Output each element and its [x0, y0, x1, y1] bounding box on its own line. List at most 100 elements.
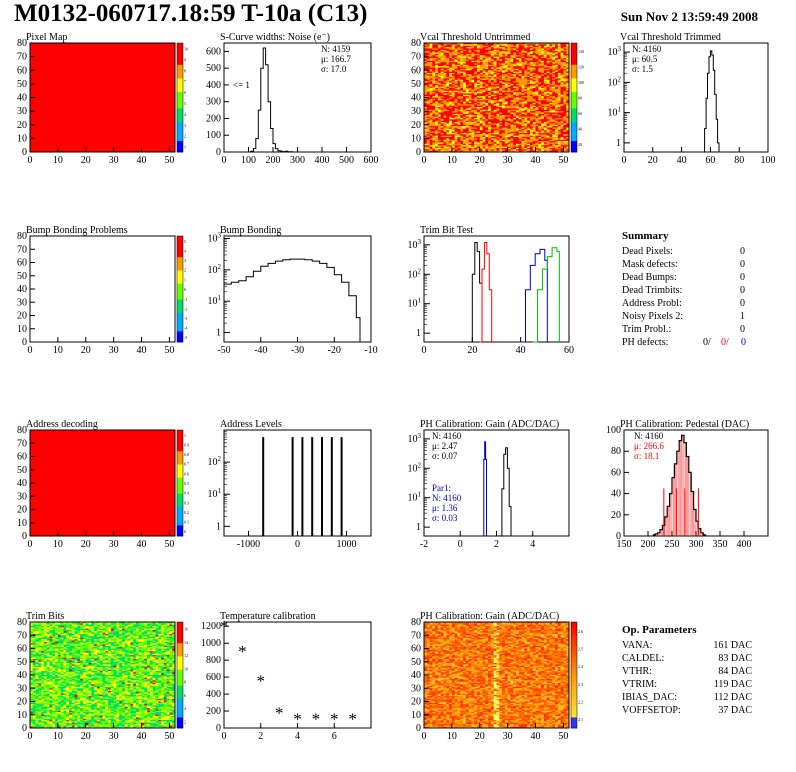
- heatmap-cell: [485, 49, 489, 52]
- heatmap-cell: [443, 72, 447, 75]
- colorbar-label: 0.2: [184, 510, 189, 515]
- colorbar-segment: [571, 132, 577, 137]
- heatmap-cell: [474, 55, 478, 58]
- heatmap-cell: [426, 139, 430, 142]
- heatmap-cell: [451, 71, 456, 74]
- heatmap-cell: [465, 134, 470, 137]
- heatmap-cell: [465, 119, 470, 122]
- heatmap-cell: [437, 109, 442, 112]
- heatmap-cell: [465, 138, 470, 141]
- colorbar-segment: [177, 59, 183, 63]
- y-tick-label: 30: [411, 106, 421, 117]
- heatmap-cell: [457, 47, 461, 49]
- heatmap-cell: [443, 83, 447, 86]
- y-tick-label: 10: [17, 324, 27, 335]
- heatmap-cell: [454, 126, 458, 128]
- heatmap-cell: [468, 138, 472, 141]
- colorbar-segment: [177, 132, 183, 137]
- heatmap-cell: [496, 96, 500, 98]
- colorbar-segment: [177, 86, 183, 90]
- heatmap-cell: [493, 109, 497, 112]
- heatmap-cell: [435, 77, 439, 79]
- heatmap-cell: [446, 97, 450, 100]
- heatmap-cell: [468, 120, 472, 123]
- heatmap-cell: [449, 124, 453, 127]
- heatmap-cell: [468, 57, 472, 60]
- heatmap-cell: [485, 111, 489, 113]
- heatmap-cell: [479, 98, 483, 101]
- heatmap-cell: [432, 82, 436, 85]
- heatmap-cell: [463, 77, 467, 79]
- heatmap-cell: [496, 123, 500, 126]
- heatmap-cell: [493, 51, 497, 53]
- heatmap-cell: [460, 92, 464, 94]
- vcal-untrimmed-panel: Vcal Threshold Untrimmed1401201008060402…: [411, 32, 584, 166]
- colorbar-segment: [177, 459, 183, 463]
- heatmap-cell: [463, 97, 467, 100]
- heatmap-cell: [440, 48, 444, 51]
- y-tick-label: 0: [22, 147, 27, 158]
- heatmap-cell: [463, 71, 467, 74]
- heatmap-cell: [496, 78, 500, 81]
- heatmap-cell: [426, 101, 430, 104]
- heatmap-cell: [426, 71, 430, 74]
- heatmap-cell: [437, 90, 442, 93]
- colorbar-segment: [177, 296, 183, 300]
- heatmap-cell: [474, 126, 478, 128]
- heatmap-cell: [435, 96, 439, 98]
- heatmap-cell: [426, 107, 430, 109]
- heatmap-cell: [440, 117, 444, 120]
- heatmap-cell: [490, 78, 495, 81]
- heatmap-cell: [437, 64, 442, 67]
- heatmap-cell: [488, 89, 492, 92]
- heatmap-cell: [446, 107, 450, 109]
- heatmap-cell: [446, 94, 450, 97]
- heatmap-cell: [460, 67, 464, 70]
- heatmap-cell: [476, 96, 481, 98]
- heatmap-cell: [426, 128, 430, 131]
- stats-line: μ: 166.7: [321, 54, 351, 64]
- heatmap-cell: [426, 47, 430, 49]
- heatmap-cell: [454, 64, 458, 67]
- heatmap-cell: [454, 70, 458, 73]
- heatmap-cell: [490, 56, 495, 59]
- heatmap-cell: [465, 45, 470, 48]
- heatmap-cell: [468, 128, 472, 131]
- heatmap-cell: [457, 137, 461, 139]
- panel-title: Vcal Threshold Trimmed: [620, 32, 721, 43]
- colorbar-frame: [176, 42, 184, 153]
- heatmap-cell: [485, 96, 489, 98]
- heatmap-cell: [479, 82, 483, 85]
- heatmap-cell: [437, 135, 442, 138]
- heatmap-cell: [463, 44, 467, 47]
- heatmap-cell: [457, 85, 461, 87]
- heatmap-cell: [457, 49, 461, 52]
- heatmap-cell: [496, 59, 500, 62]
- heatmap-cell: [443, 53, 447, 56]
- heatmap-cell: [426, 100, 430, 102]
- heatmap-cell: [451, 115, 456, 117]
- heatmap-cell: [449, 47, 453, 49]
- heatmap-cell: [476, 67, 481, 70]
- heatmap-cell: [465, 90, 470, 93]
- heatmap-cell: [468, 97, 472, 100]
- heatmap-cell: [446, 104, 450, 107]
- heatmap-cell: [496, 108, 500, 111]
- heatmap-cell: [426, 90, 430, 93]
- heatmap-cell: [476, 55, 481, 58]
- heatmap-cell: [457, 120, 461, 123]
- heatmap-cell: [482, 132, 486, 135]
- heatmap-cell: [485, 134, 489, 137]
- heatmap-cell: [426, 57, 430, 60]
- heatmap-cell: [493, 126, 497, 128]
- heatmap-cell: [454, 47, 458, 49]
- heatmap-cell: [463, 68, 467, 71]
- heatmap-cell: [465, 123, 470, 126]
- heatmap-cell: [474, 66, 478, 68]
- heatmap-cell: [482, 48, 486, 51]
- heatmap-cell: [446, 98, 450, 101]
- heatmap-cell: [468, 90, 472, 93]
- heatmap-cell: [465, 149, 470, 152]
- heatmap-cell: [429, 139, 433, 142]
- heatmap-cell: [440, 51, 444, 53]
